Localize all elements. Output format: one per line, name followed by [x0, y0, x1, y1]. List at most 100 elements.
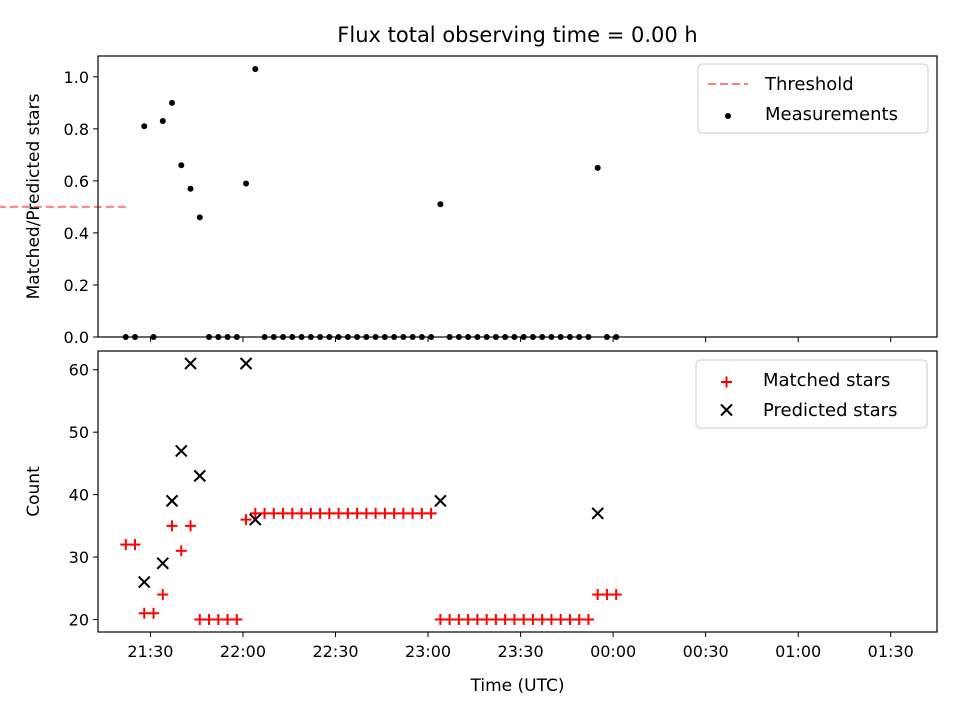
data-point — [582, 614, 594, 626]
data-point — [594, 164, 601, 171]
legend-predicted-swatch — [720, 403, 733, 417]
data-point — [573, 614, 585, 626]
data-point — [425, 507, 437, 519]
legend-predicted-label: Predicted stars — [763, 400, 897, 421]
data-point — [342, 507, 354, 519]
data-point — [351, 507, 363, 519]
data-point — [166, 520, 178, 532]
data-point — [187, 185, 194, 192]
data-point — [286, 507, 298, 519]
data-point — [252, 66, 259, 73]
data-point — [323, 507, 335, 519]
x-tick-label: 01:30 — [868, 642, 914, 661]
data-point — [193, 469, 206, 483]
x-marker-b — [193, 469, 206, 483]
data-point — [601, 589, 613, 601]
data-point — [296, 507, 308, 519]
data-point — [360, 507, 372, 519]
data-point — [462, 614, 474, 626]
x-marker-b — [249, 513, 262, 526]
legend: Threshold Measurements — [697, 63, 929, 134]
panel-2: 20 30 40 50 60 21:30 22:00 22:30 23:00 23:30 00:00… — [24, 350, 938, 696]
data-point — [610, 589, 622, 601]
series-matched-stars — [120, 507, 622, 626]
y-tick-label: 40 — [69, 486, 89, 505]
y-tick-label: 20 — [69, 611, 89, 630]
legend-box — [695, 359, 928, 429]
data-point — [518, 614, 530, 626]
y-tick-label: 0.2 — [64, 276, 89, 295]
y-tick-label: 30 — [69, 548, 89, 567]
data-point — [370, 507, 382, 519]
data-point — [471, 614, 483, 626]
series-measurements — [122, 66, 620, 340]
data-point — [159, 118, 166, 125]
x-marker-b — [184, 357, 197, 370]
data-point — [592, 589, 604, 601]
data-point — [156, 557, 169, 570]
data-point — [508, 614, 520, 626]
data-point — [333, 507, 345, 519]
data-point — [388, 507, 400, 519]
data-point — [184, 357, 197, 370]
data-point — [453, 614, 465, 626]
data-point — [545, 614, 557, 626]
data-point — [185, 520, 197, 532]
legend-box — [697, 63, 929, 134]
data-point — [194, 614, 206, 626]
data-point — [175, 545, 187, 557]
data-point — [499, 614, 511, 626]
data-point — [268, 507, 280, 519]
chart-title: Flux total observing time = 0.00 h — [337, 23, 697, 47]
data-point — [157, 589, 169, 601]
data-point — [259, 507, 271, 519]
data-point — [277, 507, 289, 519]
data-point — [138, 607, 150, 619]
y-axis-label: Matched/Predicted stars — [24, 93, 44, 299]
data-point — [407, 507, 419, 519]
x-marker-b — [138, 575, 151, 589]
x-marker-b — [591, 507, 604, 520]
data-point — [564, 614, 576, 626]
data-point — [178, 162, 185, 169]
data-point — [536, 614, 548, 626]
x-marker-b — [165, 494, 179, 508]
data-point — [527, 614, 539, 626]
data-point — [416, 507, 428, 519]
data-point — [305, 507, 317, 519]
data-point — [591, 507, 604, 520]
y-tick-label: 0.8 — [64, 120, 89, 139]
y-tick-label: 50 — [69, 423, 89, 442]
axes-frame — [97, 350, 938, 633]
data-point — [222, 614, 234, 626]
data-point — [239, 357, 253, 370]
axes-frame — [97, 55, 938, 338]
x-tick-label: 23:30 — [498, 642, 544, 661]
data-point — [175, 444, 188, 458]
data-point — [120, 539, 132, 551]
data-point — [129, 539, 141, 551]
legend-matched-swatch — [721, 376, 732, 388]
data-point — [434, 614, 446, 626]
x-tick-label: 00:30 — [683, 642, 729, 661]
y-tick-label: 1.0 — [64, 68, 89, 87]
data-point — [169, 99, 176, 106]
x-tick-label: 22:30 — [312, 642, 358, 661]
data-point — [249, 513, 262, 526]
data-point — [397, 507, 409, 519]
data-point — [444, 614, 456, 626]
x-marker-b — [175, 444, 188, 458]
data-point — [231, 614, 243, 626]
x-marker-b — [434, 494, 447, 508]
x-tick-label: 22:00 — [220, 642, 266, 661]
legend: Matched stars Predicted stars — [695, 359, 928, 429]
series-predicted-stars — [138, 357, 604, 589]
legend-measurements-label: Measurements — [765, 104, 898, 125]
y-axis-label: Count — [24, 466, 44, 517]
y-tick-label: 0.6 — [64, 172, 89, 191]
x-tick-label: 01:00 — [775, 642, 821, 661]
data-point — [212, 614, 224, 626]
data-point — [165, 494, 179, 508]
x-axis-label: Time (UTC) — [470, 676, 565, 696]
